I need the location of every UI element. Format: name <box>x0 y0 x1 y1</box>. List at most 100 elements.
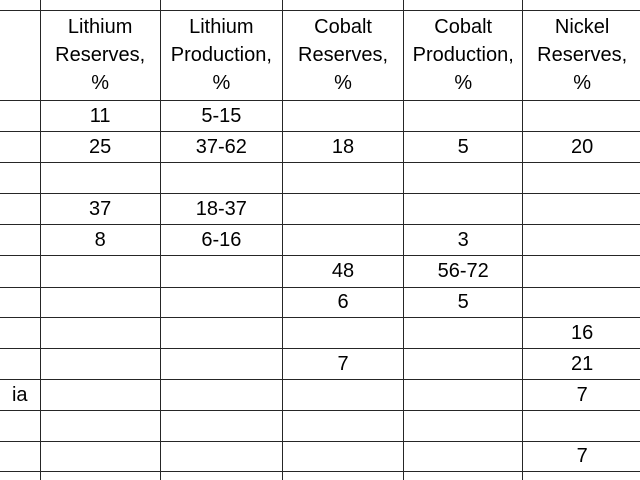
cell-cobalt-reserves[interactable]: 48 <box>281 254 405 288</box>
column-header-lithium-production[interactable]: Lithium Production, % <box>159 9 283 101</box>
column-header-cobalt-reserves[interactable]: Cobalt Reserves, % <box>281 9 405 101</box>
table-row: 11 5-15 <box>0 99 640 132</box>
partial-row-bottom <box>0 470 640 480</box>
cell-nickel-reserves[interactable]: 7 <box>522 378 640 411</box>
cell-lithium-production[interactable] <box>159 0 283 11</box>
cell-row-label[interactable] <box>0 316 41 349</box>
cell-cobalt-reserves[interactable]: 7 <box>281 347 405 380</box>
cell-cobalt-reserves[interactable] <box>281 409 405 442</box>
cell-nickel-reserves[interactable] <box>522 470 640 480</box>
cell-cobalt-reserves[interactable] <box>281 470 405 480</box>
cell-nickel-reserves[interactable] <box>522 192 640 225</box>
partial-row-top <box>0 0 640 11</box>
cell-lithium-production[interactable] <box>159 286 283 318</box>
cell-nickel-reserves[interactable]: 7 <box>522 440 640 472</box>
cell-lithium-reserves[interactable] <box>39 161 161 194</box>
cell-lithium-reserves[interactable] <box>39 470 161 480</box>
cell-lithium-production[interactable] <box>159 161 283 194</box>
cell-cobalt-reserves[interactable]: 18 <box>281 130 405 163</box>
cell-row-label[interactable] <box>0 440 41 472</box>
cell-lithium-production[interactable] <box>159 378 283 411</box>
cell-cobalt-production[interactable] <box>403 378 524 411</box>
cell-row-label[interactable] <box>0 347 41 380</box>
cell-cobalt-production[interactable]: 5 <box>403 286 524 318</box>
cell-lithium-reserves[interactable] <box>39 347 161 380</box>
cell-cobalt-reserves[interactable] <box>281 161 405 194</box>
cell-cobalt-production[interactable]: 5 <box>403 130 524 163</box>
cell-cobalt-reserves[interactable] <box>281 316 405 349</box>
column-header-row-labels[interactable] <box>0 9 41 101</box>
cell-row-label[interactable] <box>0 161 41 194</box>
cell-row-label[interactable] <box>0 286 41 318</box>
cell-cobalt-production[interactable] <box>403 161 524 194</box>
cell-row-label[interactable] <box>0 254 41 288</box>
cell-lithium-production[interactable]: 6-16 <box>159 223 283 256</box>
cell-cobalt-production[interactable] <box>403 347 524 380</box>
cell-lithium-reserves[interactable] <box>39 0 161 11</box>
column-header-nickel-reserves[interactable]: Nickel Reserves, % <box>522 9 640 101</box>
column-header-cobalt-production[interactable]: Cobalt Production, % <box>403 9 524 101</box>
cell-lithium-reserves[interactable] <box>39 440 161 472</box>
cell-cobalt-reserves[interactable] <box>281 223 405 256</box>
cell-cobalt-reserves[interactable] <box>281 0 405 11</box>
table-row: 25 37-62 18 5 20 <box>0 130 640 163</box>
cell-lithium-reserves[interactable]: 25 <box>39 130 161 163</box>
cell-lithium-reserves[interactable] <box>39 286 161 318</box>
table-row: 8 6-16 3 <box>0 223 640 256</box>
cell-nickel-reserves[interactable] <box>522 161 640 194</box>
cell-cobalt-reserves[interactable]: 6 <box>281 286 405 318</box>
header-row: Lithium Reserves, % Lithium Production, … <box>0 9 640 101</box>
cell-lithium-production[interactable] <box>159 440 283 472</box>
cell-row-label[interactable] <box>0 192 41 225</box>
cell-cobalt-production[interactable] <box>403 440 524 472</box>
cell-cobalt-production[interactable] <box>403 192 524 225</box>
cell-cobalt-production[interactable] <box>403 0 524 11</box>
cell-row-label[interactable] <box>0 470 41 480</box>
cell-row-label[interactable] <box>0 130 41 163</box>
cell-cobalt-production[interactable]: 56-72 <box>403 254 524 288</box>
cell-lithium-production[interactable] <box>159 409 283 442</box>
cell-row-label[interactable] <box>0 0 41 11</box>
cell-lithium-production[interactable] <box>159 254 283 288</box>
cell-nickel-reserves[interactable]: 21 <box>522 347 640 380</box>
cell-lithium-production[interactable] <box>159 470 283 480</box>
table-row <box>0 161 640 194</box>
cell-lithium-production[interactable] <box>159 316 283 349</box>
cell-nickel-reserves[interactable]: 16 <box>522 316 640 349</box>
cell-lithium-reserves[interactable]: 11 <box>39 99 161 132</box>
cell-lithium-reserves[interactable] <box>39 316 161 349</box>
column-header-lithium-reserves[interactable]: Lithium Reserves, % <box>39 9 161 101</box>
cell-cobalt-reserves[interactable] <box>281 192 405 225</box>
cell-lithium-production[interactable]: 18-37 <box>159 192 283 225</box>
cell-cobalt-reserves[interactable] <box>281 99 405 132</box>
cell-nickel-reserves[interactable] <box>522 254 640 288</box>
cell-lithium-production[interactable]: 5-15 <box>159 99 283 132</box>
cell-lithium-reserves[interactable]: 37 <box>39 192 161 225</box>
cell-lithium-reserves[interactable] <box>39 409 161 442</box>
cell-nickel-reserves[interactable] <box>522 286 640 318</box>
cell-cobalt-production[interactable]: 3 <box>403 223 524 256</box>
cell-lithium-production[interactable]: 37-62 <box>159 130 283 163</box>
table-row: 16 <box>0 316 640 349</box>
cell-nickel-reserves[interactable]: 20 <box>522 130 640 163</box>
cell-row-label[interactable] <box>0 223 41 256</box>
cell-nickel-reserves[interactable] <box>522 409 640 442</box>
cell-row-label[interactable]: ia <box>0 378 41 411</box>
cell-row-label[interactable] <box>0 99 41 132</box>
cell-cobalt-reserves[interactable] <box>281 378 405 411</box>
cell-cobalt-production[interactable] <box>403 409 524 442</box>
cell-cobalt-production[interactable] <box>403 470 524 480</box>
cell-lithium-reserves[interactable] <box>39 254 161 288</box>
cell-lithium-reserves[interactable] <box>39 378 161 411</box>
cell-nickel-reserves[interactable] <box>522 223 640 256</box>
cell-lithium-production[interactable] <box>159 347 283 380</box>
cell-lithium-reserves[interactable]: 8 <box>39 223 161 256</box>
cell-row-label[interactable] <box>0 409 41 442</box>
cell-cobalt-production[interactable] <box>403 99 524 132</box>
cell-nickel-reserves[interactable] <box>522 0 640 11</box>
cell-cobalt-production[interactable] <box>403 316 524 349</box>
cell-nickel-reserves[interactable] <box>522 99 640 132</box>
cell-cobalt-reserves[interactable] <box>281 440 405 472</box>
